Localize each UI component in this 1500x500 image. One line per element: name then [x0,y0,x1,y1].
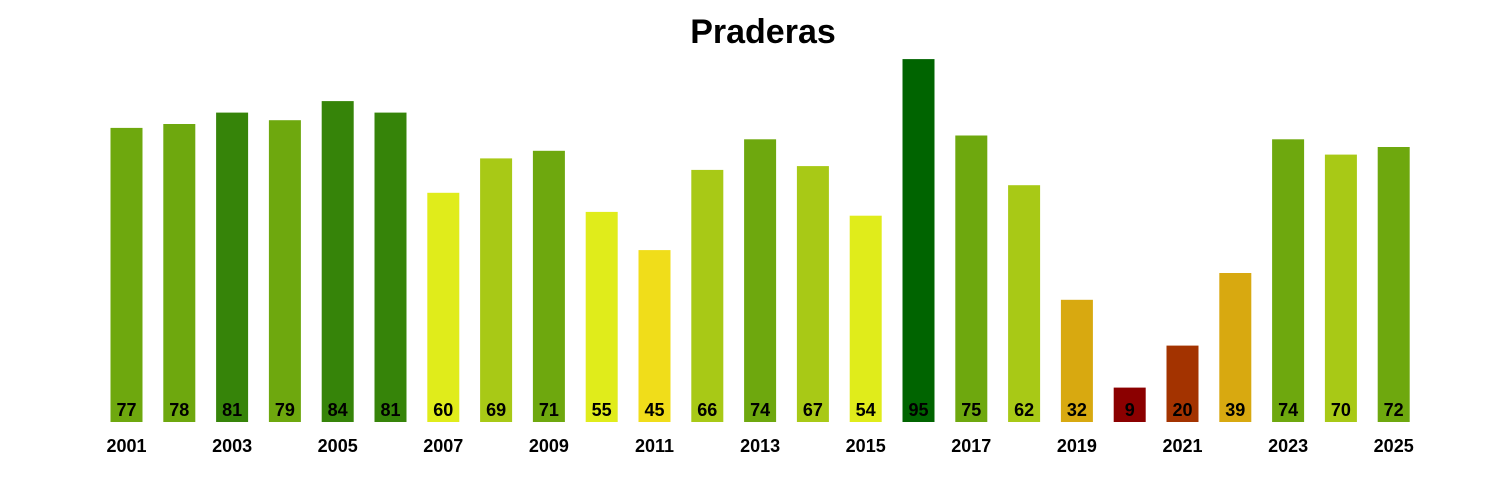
bar-2014 [796,166,829,422]
value-label-2010: 55 [592,400,612,420]
bar-2023 [1272,139,1305,423]
value-label-2015: 54 [856,400,876,420]
bar-2008 [480,158,513,422]
value-label-2023: 74 [1278,400,1298,420]
value-label-2003: 81 [222,400,242,420]
bars-group [110,59,1410,423]
value-label-2001: 77 [116,400,136,420]
bar-2010 [585,211,618,422]
bar-2003 [216,112,249,422]
bar-2001 [110,127,143,423]
value-label-2007: 60 [433,400,453,420]
bar-2019 [1060,299,1093,422]
x-tick-label-2013: 2013 [740,436,780,456]
value-label-2024: 70 [1331,400,1351,420]
value-label-2016: 95 [908,400,928,420]
value-label-2017: 75 [961,400,981,420]
bar-2018 [1008,185,1041,422]
bar-2024 [1324,154,1357,422]
value-label-2012: 66 [697,400,717,420]
bar-2022 [1219,273,1252,422]
x-tick-label-2005: 2005 [318,436,358,456]
x-tick-label-2001: 2001 [106,436,146,456]
value-label-2020: 9 [1125,400,1135,420]
value-label-2008: 69 [486,400,506,420]
value-label-2019: 32 [1067,400,1087,420]
value-label-2018: 62 [1014,400,1034,420]
bar-2013 [744,139,777,423]
value-label-2022: 39 [1225,400,1245,420]
value-label-2009: 71 [539,400,559,420]
value-label-2004: 79 [275,400,295,420]
bar-2017 [955,135,988,422]
bar-2005 [321,101,354,422]
bar-2006 [374,112,407,422]
bar-2004 [268,120,301,422]
bar-2007 [427,192,460,422]
bar-2021 [1166,345,1199,422]
x-tick-label-2011: 2011 [635,436,674,456]
x-tick-label-2007: 2007 [423,436,463,456]
x-tick-label-2009: 2009 [529,436,569,456]
x-tick-label-2017: 2017 [951,436,991,456]
bar-2002 [163,124,196,422]
bar-2025 [1377,147,1410,422]
bar-2020 [1113,387,1146,422]
value-label-2013: 74 [750,400,770,420]
value-label-2025: 72 [1384,400,1404,420]
value-label-2021: 20 [1172,400,1192,420]
value-label-2006: 81 [380,400,400,420]
bar-2016 [902,59,935,422]
x-tick-label-2019: 2019 [1057,436,1097,456]
bar-2012 [691,169,724,422]
bar-2009 [532,150,565,423]
x-tick-label-2021: 2021 [1162,436,1202,456]
value-label-2002: 78 [169,400,189,420]
value-label-2011: 45 [644,400,664,420]
chart-title: Praderas [690,13,836,51]
x-tick-label-2003: 2003 [212,436,252,456]
x-tick-label-2015: 2015 [846,436,886,456]
x-axis-tick-labels: 2001 2003 2005 2007 2009 2011 2013 2015 2017 2019… [106,436,1413,456]
x-tick-label-2025: 2025 [1374,436,1414,456]
value-label-2005: 84 [328,400,348,420]
bar-2015 [849,215,882,422]
value-labels-group: 77 78 81 79 84 81 60 69 71 55 45 66 74 67 54 95 75 62 32 9 2… [116,400,1403,420]
value-label-2014: 67 [803,400,823,420]
x-tick-label-2023: 2023 [1268,436,1308,456]
bar-2011 [638,250,671,422]
